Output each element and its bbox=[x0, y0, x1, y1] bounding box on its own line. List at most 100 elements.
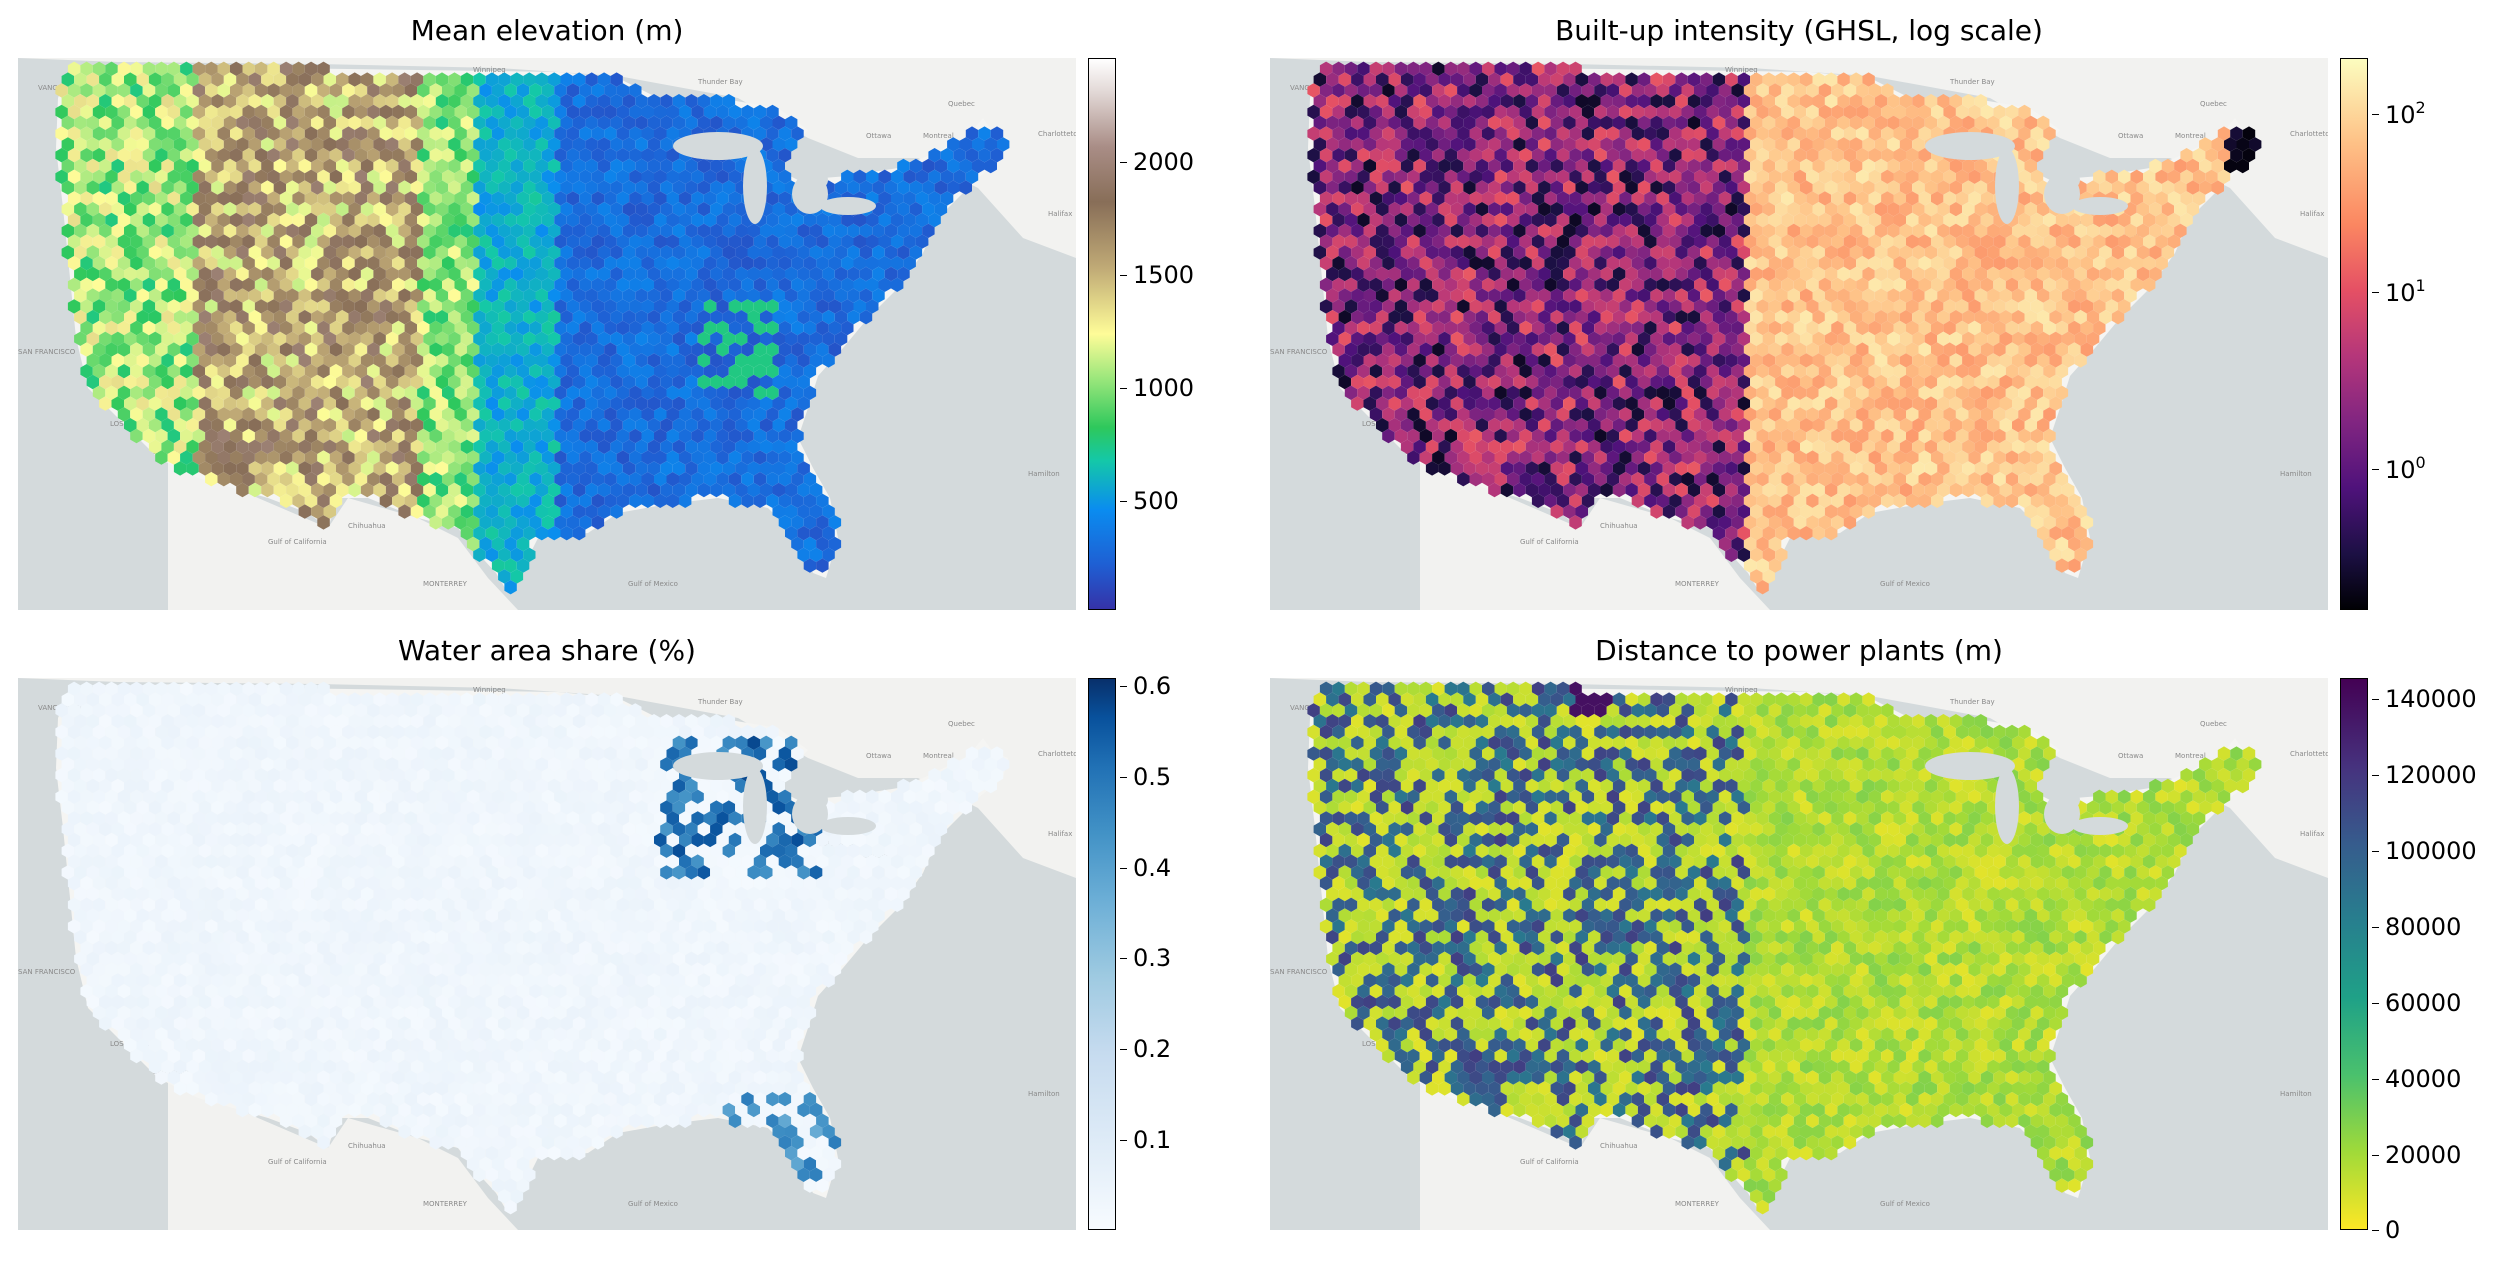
hex-cell bbox=[423, 504, 436, 519]
hex-cell bbox=[230, 256, 243, 271]
hex-cell bbox=[1868, 212, 1882, 228]
hex-cell bbox=[572, 331, 586, 346]
hex-cell bbox=[186, 266, 199, 282]
hex-cell bbox=[1500, 288, 1514, 303]
hex-cell bbox=[1344, 212, 1358, 228]
hex-cell bbox=[292, 277, 305, 292]
hex-cell bbox=[1488, 115, 1501, 130]
hex-cell bbox=[442, 450, 455, 465]
hex-cell bbox=[1382, 277, 1395, 292]
hex-cell bbox=[1556, 83, 1570, 98]
hex-cell bbox=[1968, 169, 1981, 184]
hex-cell bbox=[1563, 439, 1576, 454]
hex-cell bbox=[273, 482, 287, 498]
hex-cell bbox=[1768, 385, 1782, 400]
hex-cell bbox=[398, 310, 411, 325]
hex-cell bbox=[778, 515, 792, 530]
hex-cell bbox=[2012, 310, 2025, 325]
hex-cell bbox=[1943, 256, 1956, 271]
hex-cell bbox=[173, 180, 187, 195]
hex-cell bbox=[248, 94, 262, 109]
hex-cell bbox=[373, 94, 386, 109]
hex-cell bbox=[342, 450, 355, 465]
hex-cell bbox=[641, 104, 654, 120]
hex-cell bbox=[248, 202, 262, 217]
hex-cell bbox=[192, 428, 206, 444]
hex-cell bbox=[1494, 277, 1507, 292]
hex-cell bbox=[504, 191, 517, 206]
hex-cell bbox=[1949, 266, 1963, 282]
hex-cell bbox=[1762, 331, 1776, 346]
hex-cell bbox=[1425, 288, 1439, 303]
hex-cell bbox=[766, 104, 779, 120]
hex-cell bbox=[367, 104, 380, 120]
hex-cell bbox=[1856, 126, 1869, 141]
hex-cell bbox=[2236, 137, 2249, 152]
hex-cell bbox=[111, 266, 124, 282]
hex-cell bbox=[142, 320, 156, 336]
hex-cell bbox=[1675, 331, 1688, 346]
hex-cell bbox=[479, 493, 492, 508]
hex-cell bbox=[348, 180, 361, 195]
hex-cell bbox=[192, 191, 206, 206]
hex-cell bbox=[1376, 245, 1389, 260]
hex-cell bbox=[379, 493, 393, 508]
hex-cell bbox=[1768, 428, 1782, 444]
hex-cell bbox=[454, 472, 467, 487]
hex-cell bbox=[498, 396, 511, 411]
hex-cell bbox=[298, 396, 312, 411]
hex-cell bbox=[1787, 374, 1800, 390]
hex-cell bbox=[1544, 126, 1557, 141]
hex-cell bbox=[1338, 72, 1352, 87]
hex-cell bbox=[572, 245, 586, 260]
hex-cell bbox=[1812, 223, 1825, 238]
hex-cell bbox=[629, 256, 642, 271]
basemap-label: SAN FRANCISCO bbox=[18, 348, 76, 356]
hex-cell bbox=[2049, 288, 2062, 303]
hex-cell bbox=[410, 461, 424, 476]
hex-cell bbox=[298, 504, 312, 519]
hex-cell bbox=[155, 212, 168, 228]
hex-cell bbox=[579, 191, 592, 206]
hex-cell bbox=[2012, 223, 2025, 238]
hex-cell bbox=[1450, 310, 1464, 325]
hex-cell bbox=[192, 385, 206, 400]
hex-cell bbox=[1525, 137, 1539, 152]
hex-cell bbox=[1868, 472, 1882, 487]
hex-cell bbox=[2030, 407, 2044, 422]
hex-cell bbox=[192, 342, 206, 357]
hex-cell bbox=[261, 245, 274, 260]
hex-cell bbox=[354, 450, 368, 465]
hex-cell bbox=[828, 299, 842, 314]
hex-cell bbox=[834, 310, 848, 325]
hex-cell bbox=[2167, 234, 2181, 249]
hex-cell bbox=[984, 137, 997, 152]
hex-cell bbox=[1569, 104, 1582, 120]
hex-cell bbox=[1800, 331, 1813, 346]
colorbar-tick: 1000 bbox=[1119, 374, 1195, 402]
hex-cell bbox=[1806, 364, 1819, 379]
hex-cell bbox=[1706, 320, 1719, 336]
hex-cell bbox=[504, 580, 517, 595]
hex-cell bbox=[236, 137, 249, 152]
hex-cell bbox=[2149, 223, 2162, 238]
hex-cell bbox=[242, 407, 255, 422]
hex-cell bbox=[1955, 212, 1969, 228]
hex-cell bbox=[1625, 461, 1638, 476]
hex-cell bbox=[566, 407, 580, 422]
hex-cell bbox=[1818, 342, 1832, 357]
hex-cell bbox=[2099, 310, 2112, 325]
hex-cell bbox=[236, 245, 249, 260]
hex-cell bbox=[1357, 342, 1370, 357]
hex-cell bbox=[1369, 407, 1383, 422]
hex-cell bbox=[479, 104, 492, 120]
hex-cell bbox=[803, 385, 817, 400]
hex-cell bbox=[2037, 353, 2050, 368]
hex-cell bbox=[841, 256, 854, 271]
hex-cell bbox=[891, 234, 904, 249]
hex-cell bbox=[292, 407, 305, 422]
hex-cell bbox=[1787, 396, 1800, 411]
hex-cell bbox=[292, 191, 305, 206]
hex-cell bbox=[136, 115, 149, 130]
hex-cell bbox=[205, 320, 218, 336]
